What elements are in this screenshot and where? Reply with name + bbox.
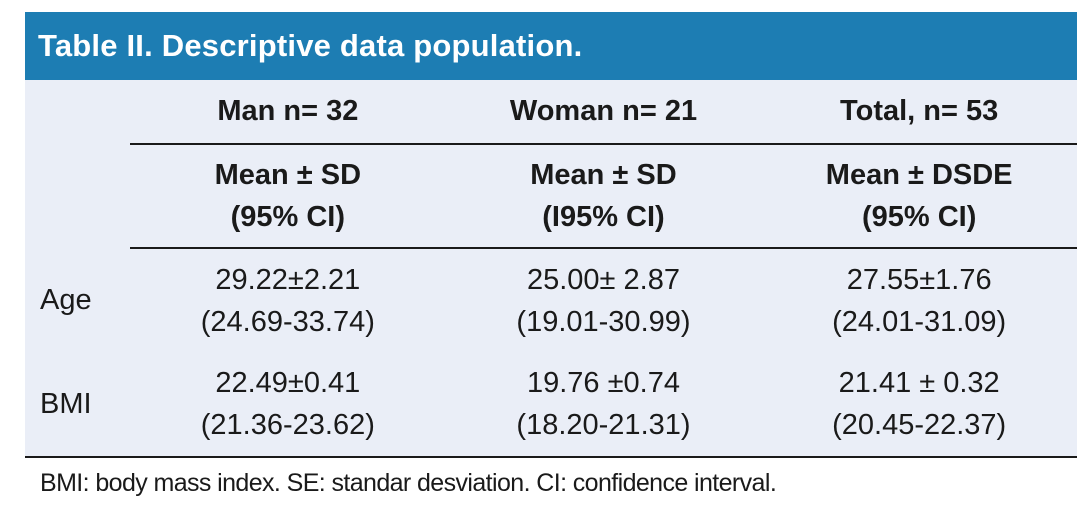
cell-age-woman-mean: 25.00± 2.87 (526, 263, 680, 296)
cell-age-man-mean: 29.22±2.21 (215, 263, 361, 296)
subheader-woman-line2: (I95% CI) (542, 201, 665, 233)
table-container: Table II. Descriptive data population. M… (25, 12, 1077, 458)
subheader-total: Mean ± DSDE (95% CI) (761, 144, 1077, 249)
cell-bmi-woman-mean: 19.76 ±0.74 (526, 367, 680, 399)
subheader-man: Mean ± SD (95% CI) (130, 144, 446, 249)
cell-bmi-total: 21.41 ± 0.32 (20.45-22.37) (761, 352, 1077, 456)
header-spacer-cell (25, 80, 130, 144)
subheader-row: Mean ± SD (95% CI) Mean ± SD (I95% CI) M… (25, 144, 1077, 249)
cell-bmi-total-mean: 21.41 ± 0.32 (838, 367, 1000, 399)
cell-age-total: 27.55±1.76 (24.01-31.09) (761, 248, 1077, 352)
descriptive-data-table: Man n= 32 Woman n= 21 Total, n= 53 Mean … (25, 80, 1077, 456)
column-header-total: Total, n= 53 (761, 80, 1077, 145)
cell-bmi-man: 22.49±0.41 (21.36-23.62) (130, 352, 446, 456)
row-label-age: Age (40, 284, 92, 316)
column-header-man: Man n= 32 (130, 80, 446, 145)
subheader-total-line2: (95% CI) (861, 201, 977, 233)
cell-bmi-total-ci: (20.45-22.37) (832, 409, 1007, 441)
cell-age-woman-ci: (19.01-30.99) (516, 305, 691, 338)
cell-age-man: 29.22±2.21 (24.69-33.74) (130, 248, 446, 352)
cell-bmi-woman: 19.76 ±0.74 (18.20-21.31) (446, 352, 762, 456)
subheader-total-line1: Mean ± DSDE (825, 159, 1013, 191)
subheader-woman: Mean ± SD (I95% CI) (445, 144, 762, 249)
table-title-bar: Table II. Descriptive data population. (25, 12, 1077, 80)
cell-bmi-woman-ci: (18.20-21.31) (516, 409, 691, 441)
table-footnote: BMI: body mass index. SE: standar desvia… (40, 469, 777, 497)
cell-age-total-ci: (24.01-31.09) (832, 305, 1007, 338)
cell-age-total-mean: 27.55±1.76 (846, 263, 992, 296)
table-row-age: Age 29.22±2.21 (24.69-33.74) 25.00± 2.87… (25, 248, 1077, 352)
column-header-row: Man n= 32 Woman n= 21 Total, n= 53 (25, 80, 1077, 145)
table-title: Table II. Descriptive data population. (38, 28, 583, 63)
cell-bmi-man-mean: 22.49±0.41 (215, 367, 361, 399)
table-row-bmi: BMI 22.49±0.41 (21.36-23.62) 19.76 ±0.74… (25, 352, 1077, 456)
cell-age-man-ci: (24.69-33.74) (200, 305, 375, 338)
subheader-woman-line1: Mean ± SD (530, 159, 677, 191)
row-label-bmi: BMI (40, 388, 92, 420)
table-body: Man n= 32 Woman n= 21 Total, n= 53 Mean … (25, 80, 1077, 458)
column-header-woman: Woman n= 21 (445, 80, 762, 145)
subheader-spacer-cell (25, 144, 130, 248)
cell-bmi-man-ci: (21.36-23.62) (200, 409, 375, 441)
cell-age-woman: 25.00± 2.87 (19.01-30.99) (446, 248, 762, 352)
subheader-man-line2: (95% CI) (230, 201, 346, 233)
subheader-man-line1: Mean ± SD (214, 159, 362, 191)
